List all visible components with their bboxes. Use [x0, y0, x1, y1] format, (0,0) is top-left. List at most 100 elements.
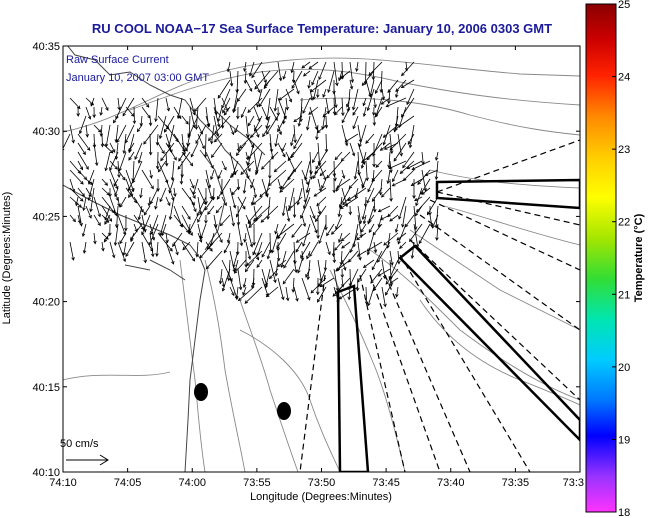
current-vector-head	[287, 207, 292, 212]
current-vector-head	[302, 243, 306, 247]
colorbar-tick-label: 22	[618, 217, 630, 229]
current-vector	[213, 106, 220, 127]
current-vector-head	[161, 232, 165, 237]
current-vector	[396, 232, 407, 241]
current-vector-head	[231, 292, 235, 297]
current-vector	[348, 286, 351, 300]
current-vector	[243, 277, 247, 288]
current-vector-head	[370, 280, 374, 284]
current-vector-head	[232, 204, 237, 209]
current-vector	[310, 277, 327, 294]
current-vector-head	[246, 262, 250, 266]
current-vector-head	[274, 230, 278, 235]
current-vector-head	[372, 122, 377, 126]
current-vector-head	[79, 198, 84, 202]
current-vector	[293, 124, 296, 143]
current-vector	[221, 259, 233, 282]
current-vector-head	[148, 122, 153, 127]
current-vector-head	[316, 291, 320, 296]
current-vector	[278, 88, 295, 101]
current-vector	[141, 214, 151, 235]
current-vector	[93, 142, 98, 166]
current-vector	[389, 250, 393, 266]
colorbar-tick-label: 21	[618, 289, 630, 301]
current-vector-head	[87, 115, 92, 120]
current-vector	[309, 241, 319, 257]
current-vector-head	[309, 253, 313, 258]
current-vector	[369, 79, 375, 97]
current-vector-head	[383, 146, 388, 150]
current-vector	[282, 268, 295, 285]
current-vector-head	[355, 68, 359, 73]
current-vector-head	[381, 96, 386, 101]
current-vector-head	[76, 113, 80, 117]
current-vector	[357, 151, 360, 175]
current-vector	[234, 259, 239, 271]
current-vector	[88, 169, 95, 184]
current-vector	[298, 106, 303, 127]
current-vector	[322, 88, 327, 98]
current-vector-head	[401, 223, 405, 228]
current-vector	[181, 223, 190, 233]
current-vector-head	[321, 126, 325, 130]
x-tick-label: 74:05	[114, 477, 142, 489]
current-vector-head	[428, 212, 432, 216]
current-vector-head	[143, 259, 147, 264]
current-vector-head	[341, 245, 345, 249]
current-vector	[69, 214, 76, 222]
current-vector	[380, 142, 391, 151]
current-vector	[254, 70, 271, 90]
current-vector-head	[165, 239, 169, 244]
current-vector	[361, 178, 367, 189]
current-vector-head	[147, 202, 152, 207]
current-vector	[308, 79, 311, 89]
current-vector	[245, 133, 255, 148]
current-vector-head	[143, 228, 147, 233]
current-vector	[348, 178, 359, 189]
current-vector-head	[276, 247, 280, 252]
current-vector	[297, 259, 303, 273]
current-vector-head	[318, 240, 322, 244]
current-vector-head	[141, 231, 145, 236]
current-vector	[123, 241, 127, 256]
current-vector-head	[192, 195, 196, 199]
current-vector	[290, 142, 303, 158]
current-vector-head	[143, 211, 148, 216]
current-vector-head	[215, 209, 220, 214]
current-vector-head	[287, 157, 292, 162]
current-vector	[424, 169, 439, 176]
current-vector	[140, 115, 143, 126]
current-vector	[261, 268, 268, 287]
current-vector	[380, 97, 391, 105]
current-vector	[393, 142, 407, 162]
current-vector	[245, 214, 251, 225]
current-vector-head	[335, 188, 340, 192]
current-vector-head	[263, 85, 268, 90]
current-vector-head	[231, 191, 235, 196]
current-vector	[141, 169, 154, 189]
current-vector	[69, 178, 75, 193]
current-vector	[181, 241, 195, 262]
current-vector-head	[355, 287, 360, 292]
current-vector	[365, 196, 367, 207]
current-vector-head	[304, 176, 308, 181]
current-vector-head	[348, 211, 353, 216]
current-vector	[138, 151, 143, 164]
current-vector	[293, 196, 295, 218]
current-vector	[77, 133, 91, 151]
current-vector	[213, 223, 223, 243]
current-vector-head	[136, 128, 141, 133]
current-vector-head	[185, 120, 189, 125]
current-vector	[245, 259, 255, 272]
x-tick-label: 73:35	[502, 477, 530, 489]
current-vector-head	[117, 174, 121, 179]
current-vector	[415, 205, 423, 216]
current-vector-head	[395, 293, 399, 298]
current-vector-head	[105, 219, 110, 223]
current-vector-head	[285, 297, 290, 302]
current-vector-head	[94, 162, 99, 167]
current-vector-head	[296, 90, 300, 95]
current-vector-head	[293, 145, 297, 150]
current-vector	[283, 250, 295, 269]
current-vector	[161, 223, 167, 236]
